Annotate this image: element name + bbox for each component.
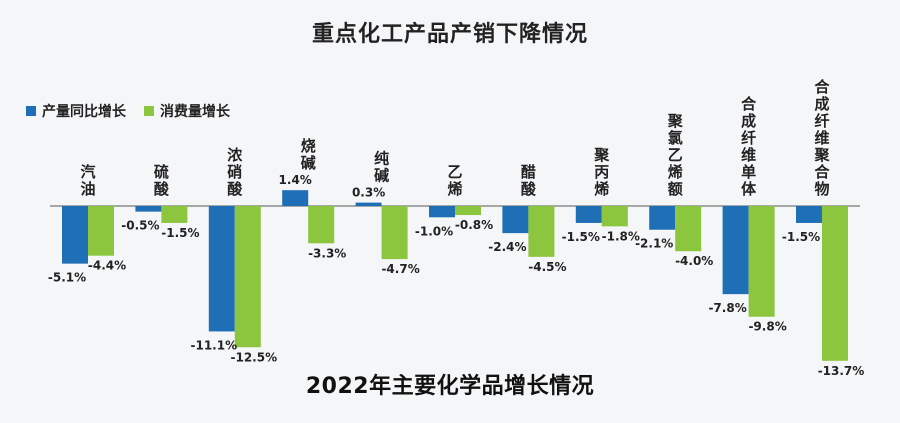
category-label-8: 聚氯乙烯额 [667, 112, 684, 198]
data-label-consumption-5: -0.8% [455, 218, 493, 232]
category-label-0: 汽油 [80, 163, 95, 198]
legend-item-consumption: 消费量增长 [144, 101, 230, 121]
data-label-production-8: -2.1% [635, 237, 673, 251]
data-label-production-1: -0.5% [121, 219, 159, 233]
bar-production-7 [575, 206, 602, 223]
bar-production-9 [722, 206, 749, 295]
data-label-consumption-8: -4.0% [675, 254, 713, 268]
data-label-consumption-0: -4.4% [88, 259, 126, 273]
data-label-production-7: -1.5% [562, 230, 600, 244]
bar-production-3 [282, 190, 309, 206]
bar-production-1 [135, 206, 162, 212]
bar-consumption-10 [822, 206, 848, 361]
category-label-6: 醋酸 [521, 163, 537, 198]
data-label-production-5: -1.0% [415, 224, 453, 238]
data-label-consumption-7: -1.8% [602, 229, 640, 243]
data-label-consumption-1: -1.5% [161, 226, 199, 240]
chart-title: 重点化工产品产销下降情况 [311, 22, 588, 47]
category-label-9: 合成纤维单体 [740, 95, 757, 198]
data-label-production-10: -1.5% [782, 230, 820, 244]
category-label-2: 浓硝酸 [227, 146, 243, 198]
bar-consumption-4 [381, 206, 408, 260]
data-label-consumption-4: -4.7% [381, 262, 419, 276]
legend-swatch-consumption [144, 106, 154, 116]
data-label-consumption-2: -12.5% [230, 350, 277, 364]
bar-production-5 [429, 206, 455, 218]
chart-legend: 产量同比增长 消费量增长 [26, 101, 248, 121]
bar-production-4 [355, 202, 382, 206]
category-label-5: 乙烯 [447, 163, 462, 198]
bar-consumption-6 [528, 206, 555, 257]
bar-production-2 [208, 206, 235, 332]
data-label-production-2: -11.1% [190, 338, 237, 352]
bar-consumption-9 [748, 206, 775, 317]
bar-consumption-0 [88, 206, 114, 256]
category-label-3: 烧碱 [301, 137, 316, 172]
chart-subtitle: 2022年主要化学品增长情况 [305, 374, 595, 399]
bar-consumption-1 [161, 206, 188, 223]
bar-production-8 [649, 206, 676, 230]
legend-label-production: 产量同比增长 [42, 104, 126, 120]
data-label-consumption-3: -3.3% [308, 246, 346, 260]
legend-swatch-production [26, 106, 36, 116]
legend-item-production: 产量同比增长 [26, 101, 126, 121]
category-label-10: 合成纤维聚合物 [813, 78, 830, 198]
category-label-1: 硫酸 [154, 163, 170, 198]
legend-label-consumption: 消费量增长 [160, 104, 230, 120]
bar-consumption-8 [675, 206, 702, 252]
bar-consumption-7 [601, 206, 628, 227]
bar-production-6 [502, 206, 529, 234]
category-label-4: 纯碱 [374, 150, 389, 185]
bar-production-0 [62, 206, 88, 264]
data-label-production-6: -2.4% [488, 240, 526, 254]
data-label-consumption-10: -13.7% [818, 364, 865, 378]
bar-consumption-5 [455, 206, 481, 216]
data-label-production-0: -5.1% [48, 271, 86, 285]
data-label-consumption-6: -4.5% [528, 260, 566, 274]
data-label-production-4: 0.3% [352, 186, 385, 200]
category-label-7: 聚丙烯 [593, 146, 610, 198]
data-label-production-3: 1.4% [279, 173, 312, 187]
bar-consumption-3 [308, 206, 335, 244]
data-label-consumption-9: -9.8% [748, 320, 786, 334]
bar-production-10 [796, 206, 822, 223]
data-label-production-9: -7.8% [708, 301, 746, 315]
bar-consumption-2 [234, 206, 261, 348]
